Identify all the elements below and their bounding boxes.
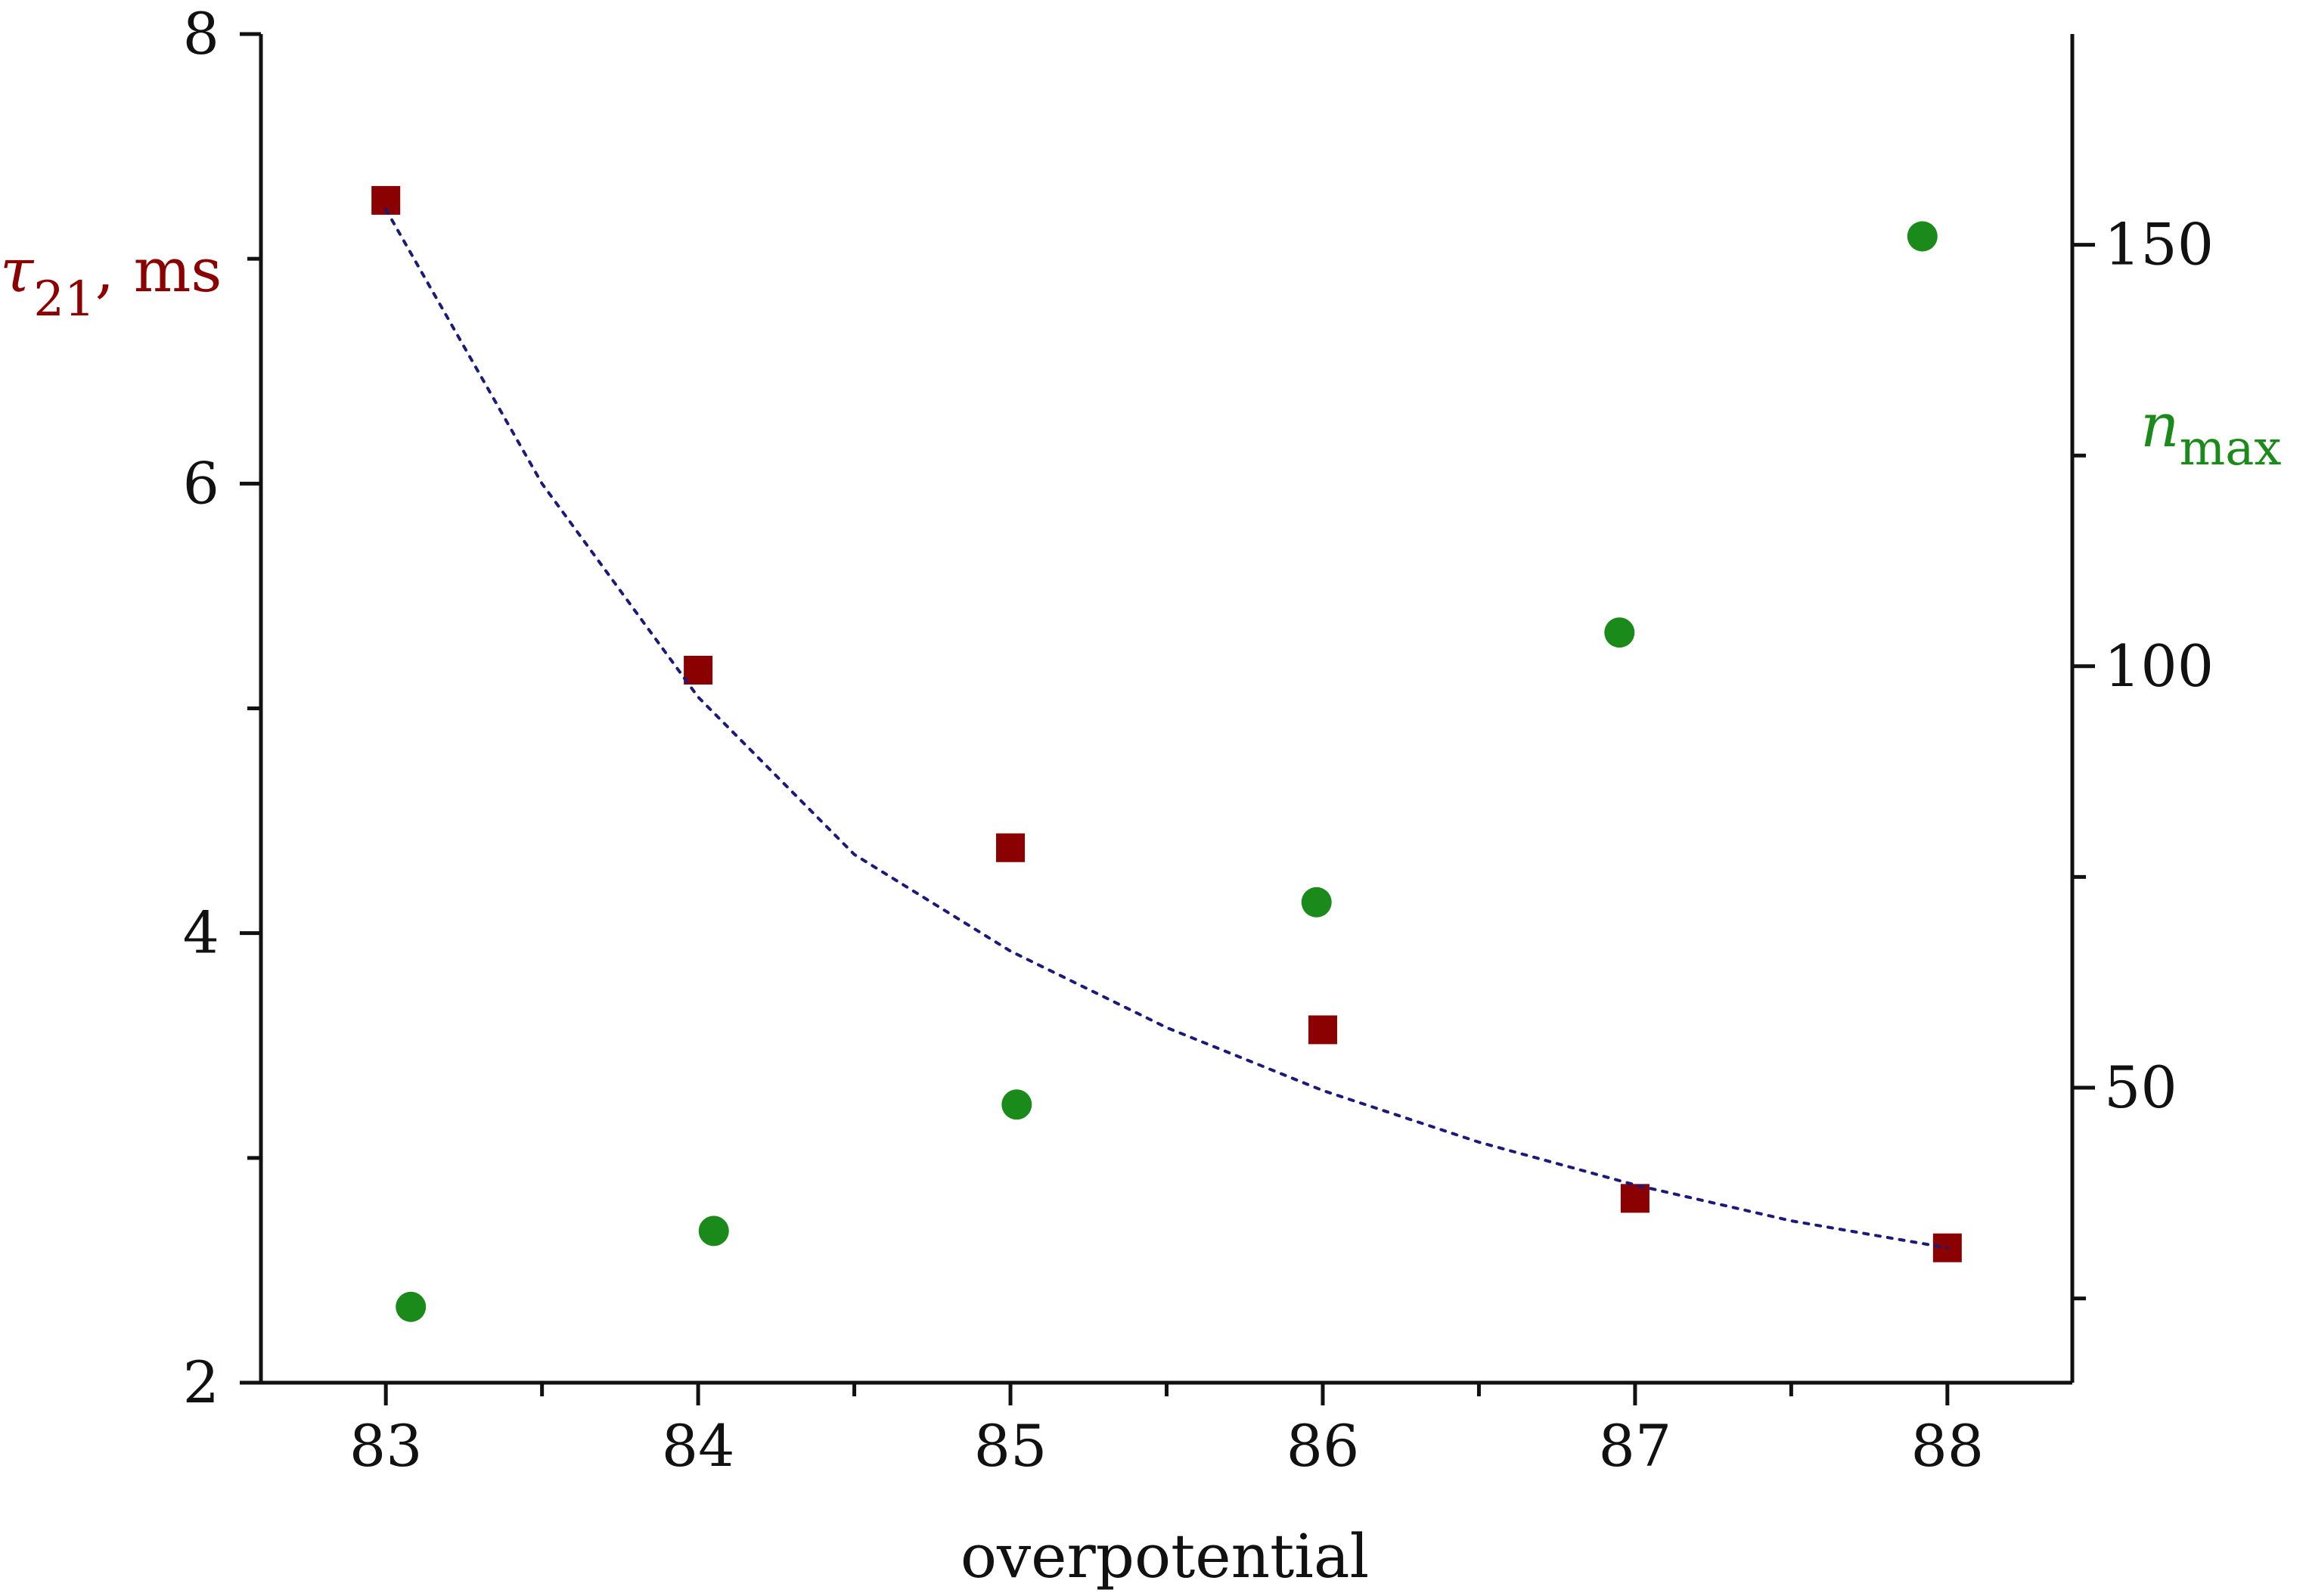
tau21-square-point <box>996 833 1026 862</box>
left-y-axis-title-unit: , ms <box>95 235 222 306</box>
x-tick-label: 87 <box>1599 1412 1672 1480</box>
right-y-tick-label: 150 <box>2104 211 2214 278</box>
plot-frame <box>259 34 2075 1385</box>
x-tick-label: 83 <box>349 1412 423 1480</box>
tau21-square-point <box>1620 1184 1650 1213</box>
right-y-axis-title-subscript: max <box>2180 421 2282 477</box>
x-tick-label: 85 <box>974 1412 1047 1480</box>
x-axis-ticks: 83 84 85 86 87 88 <box>349 1383 1984 1480</box>
right-y-axis-ticks: 50 100 150 <box>2072 211 2214 1301</box>
tau21-square-point <box>684 655 713 685</box>
x-tick-label: 84 <box>662 1412 735 1480</box>
nmax-circle-point <box>1001 1089 1032 1120</box>
left-y-tick-label: 2 <box>183 1349 219 1416</box>
tau21-square-point <box>1308 1015 1337 1045</box>
left-y-tick-label: 8 <box>183 0 219 67</box>
right-y-tick-label: 100 <box>2104 632 2214 700</box>
left-y-axis-title: τ21, ms <box>0 235 222 328</box>
left-y-axis-ticks: 2 4 6 8 <box>183 0 261 1416</box>
right-y-tick-label: 50 <box>2104 1054 2177 1121</box>
x-axis-title: overpotential <box>961 1521 1369 1591</box>
nmax-circle-point <box>1907 221 1938 252</box>
left-y-axis-title-subscript: 21 <box>33 272 95 328</box>
x-tick-label: 86 <box>1286 1412 1360 1480</box>
data-marks <box>371 185 1962 1322</box>
x-tick-label: 88 <box>1910 1412 1984 1480</box>
left-y-axis-title-symbol: τ <box>0 235 35 306</box>
nmax-circle-point <box>1604 617 1635 648</box>
nmax-circle-point <box>1301 886 1332 918</box>
left-y-tick-label: 4 <box>183 899 219 967</box>
right-y-axis-title-symbol: n <box>2140 390 2180 461</box>
right-y-axis-title: nmax <box>2140 390 2281 477</box>
nmax-circle-point <box>396 1291 427 1322</box>
fit-curve-line <box>384 207 1949 1250</box>
left-y-tick-label: 6 <box>183 449 219 517</box>
nmax-circle-point <box>698 1216 729 1247</box>
